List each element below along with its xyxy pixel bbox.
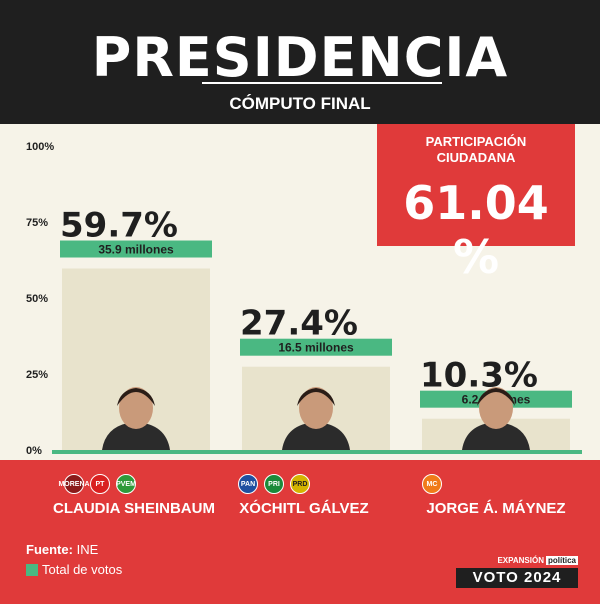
brand-logo: EXPANSIÓN política VOTO 2024 [456, 556, 578, 588]
candidate-face [119, 387, 153, 429]
y-tick-label: 75% [26, 217, 48, 229]
mc-logo-icon: MC [422, 474, 442, 494]
candidate-name-galvez: XÓCHITL GÁLVEZ [239, 500, 369, 517]
legend: Total de votos [26, 562, 122, 577]
brand-politica: política [545, 556, 578, 565]
votes-label: 16.5 millones [278, 341, 354, 355]
candidate-hair [297, 388, 335, 406]
brand-voto: VOTO 2024 [456, 568, 578, 588]
title-underline [202, 82, 442, 84]
candidate-hair [477, 388, 515, 406]
legend-swatch [26, 563, 38, 576]
baseline [52, 450, 582, 454]
participation-value: 61.04 % [403, 176, 549, 284]
brand-top: EXPANSIÓN política [497, 556, 578, 565]
candidate-hair [117, 388, 155, 406]
votes-label-box [60, 240, 212, 258]
y-tick-label: 0% [26, 445, 42, 457]
percentage-label: 59.7% [60, 206, 178, 246]
prd-logo-icon: PRD [290, 474, 310, 494]
pri-logo-icon: PRI [264, 474, 284, 494]
morena-logo-icon: MORENA [58, 474, 90, 494]
y-tick-label: 100% [26, 141, 54, 153]
pan-logo-icon: PAN [238, 474, 258, 494]
candidate-face [299, 387, 333, 429]
brand-expansion: EXPANSIÓN [497, 556, 544, 565]
candidate-name-sheinbaum: CLAUDIA SHEINBAUM [53, 500, 215, 517]
candidate-shoulders [102, 422, 170, 450]
candidate-shoulders [462, 422, 530, 450]
page-title: PRESIDENCIA [91, 26, 509, 89]
votes-label-box [240, 338, 392, 356]
source-note: Fuente: INE [26, 542, 98, 557]
participation-box: PARTICIPACIÓN CIUDADANA 61.04 % [377, 124, 575, 284]
percentage-label: 10.3% [420, 356, 538, 396]
y-tick-label: 50% [26, 293, 48, 305]
participation-label: PARTICIPACIÓN CIUDADANA [425, 134, 527, 165]
pvem-logo-icon: PVEM [116, 474, 136, 494]
candidate-shoulders [282, 422, 350, 450]
page-subtitle: CÓMPUTO FINAL [229, 94, 371, 113]
legend-label: Total de votos [42, 562, 123, 577]
pt-logo-icon: PT [90, 474, 110, 494]
header: PRESIDENCIA CÓMPUTO FINAL [0, 0, 600, 124]
percentage-label: 27.4% [240, 304, 358, 344]
source-label: Fuente: [26, 542, 73, 557]
candidate-name-maynez: JORGE Á. MÁYNEZ [426, 500, 566, 517]
votes-label: 35.9 millones [98, 243, 174, 257]
y-tick-label: 25% [26, 369, 48, 381]
source-value: INE [76, 542, 99, 557]
candidate-face [479, 387, 513, 429]
